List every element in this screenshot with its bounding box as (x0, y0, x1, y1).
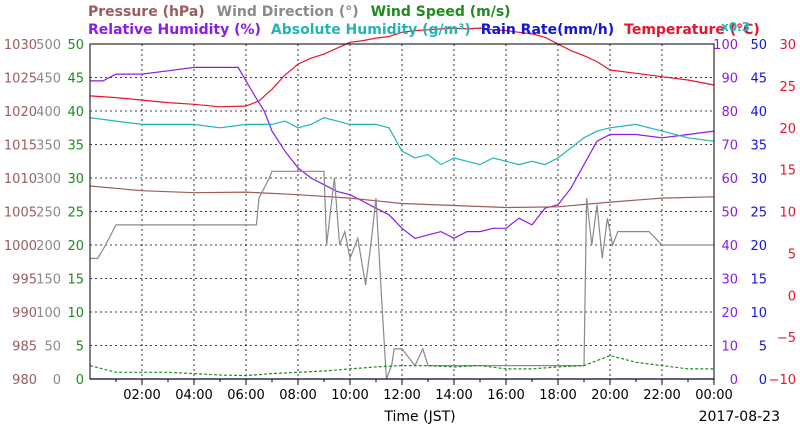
y-tick-label-temp: −10 (769, 373, 796, 388)
series-line-temp (89, 27, 715, 108)
ah-scale-label: x0.3 (721, 20, 750, 34)
x-tick-label: 02:00 (123, 388, 160, 403)
x-tick-label: 16:00 (487, 388, 524, 403)
y-tick-label-rain: 50 (750, 38, 767, 53)
y-tick-label-wind_dir: 0 (53, 373, 61, 388)
y-tick-label-rh: 80 (721, 105, 738, 120)
y-tick-label-wind_speed: 35 (67, 139, 84, 154)
date-label: 2017-08-23 (699, 409, 780, 425)
y-tick-label-wind_speed: 20 (67, 239, 84, 254)
y-tick-label-pressure: 990 (12, 306, 37, 321)
series-line-ah_scaled (89, 117, 715, 166)
y-tick-label-rain: 45 (750, 72, 767, 87)
series-line-rh (90, 66, 715, 239)
y-tick-label-rh: 100 (713, 38, 738, 53)
y-tick-label-pressure: 1030 (4, 38, 37, 53)
y-tick-label-rh: 60 (721, 172, 738, 187)
legend-entry: Pressure (hPa) (88, 4, 205, 20)
y-tick-label-rh: 50 (721, 206, 738, 221)
y-tick-label-rain: 0 (759, 373, 767, 388)
legend-entry: Wind Direction (°) (217, 4, 359, 20)
y-tick-label-pressure: 985 (12, 340, 37, 355)
y-tick-label-temp: 15 (779, 164, 796, 179)
y-tick-label-rh: 70 (721, 139, 738, 154)
y-tick-label-rh: 10 (721, 340, 738, 355)
y-tick-label-wind_dir: 400 (36, 105, 61, 120)
y-tick-label-temp: 5 (788, 247, 796, 262)
x-axis-label: Time (JST) (383, 409, 455, 425)
y-tick-label-wind_speed: 5 (76, 340, 84, 355)
y-tick-label-temp: 20 (779, 122, 796, 137)
x-tick-label: 18:00 (539, 388, 576, 403)
series-line-pressure (89, 185, 715, 209)
y-tick-label-wind_speed: 25 (67, 206, 84, 221)
y-tick-label-rain: 40 (750, 105, 767, 120)
legend-entry: Rain Rate(mm/h) (481, 22, 614, 38)
y-tick-label-wind_speed: 45 (67, 72, 84, 87)
x-tick-label: 04:00 (175, 388, 212, 403)
y-tick-label-rain: 30 (750, 172, 767, 187)
y-tick-label-pressure: 1015 (4, 139, 37, 154)
y-tick-label-rain: 25 (750, 206, 767, 221)
y-tick-label-wind_dir: 350 (36, 139, 61, 154)
x-tick-label: 00:00 (695, 388, 732, 403)
y-tick-label-temp: 0 (788, 289, 796, 304)
y-tick-label-wind_dir: 150 (36, 273, 61, 288)
y-tick-label-pressure: 980 (12, 373, 37, 388)
y-tick-label-pressure: 1025 (4, 72, 37, 87)
y-tick-label-pressure: 1010 (4, 172, 37, 187)
x-tick-label: 20:00 (591, 388, 628, 403)
y-tick-label-pressure: 1020 (4, 105, 37, 120)
x-tick-label: 08:00 (279, 388, 316, 403)
y-tick-label-rh: 40 (721, 239, 738, 254)
x-tick-label: 06:00 (227, 388, 264, 403)
y-tick-label-wind_speed: 10 (67, 306, 84, 321)
x-tick-label: 10:00 (331, 388, 368, 403)
y-tick-label-temp: −5 (777, 331, 796, 346)
y-tick-label-wind_speed: 0 (76, 373, 84, 388)
y-tick-label-wind_dir: 200 (36, 239, 61, 254)
y-tick-label-rh: 30 (721, 273, 738, 288)
legend-entry: Absolute Humidity (g/m³) (271, 22, 471, 38)
y-tick-label-pressure: 1000 (4, 239, 37, 254)
y-tick-label-wind_speed: 50 (67, 38, 84, 53)
y-tick-label-pressure: 1005 (4, 206, 37, 221)
y-tick-label-wind_speed: 15 (67, 273, 84, 288)
x-tick-label: 14:00 (435, 388, 472, 403)
y-tick-label-wind_dir: 250 (36, 206, 61, 221)
y-tick-label-wind_dir: 100 (36, 306, 61, 321)
y-tick-label-rain: 10 (750, 306, 767, 321)
y-tick-label-rh: 90 (721, 72, 738, 87)
x-tick-label: 12:00 (383, 388, 420, 403)
legend-entry: Wind Speed (m/s) (371, 4, 511, 20)
x-tick-label: 22:00 (643, 388, 680, 403)
legend-entry: Relative Humidity (%) (88, 22, 261, 38)
y-tick-label-temp: 25 (779, 80, 796, 95)
y-tick-label-rh: 0 (730, 373, 738, 388)
y-tick-label-rh: 20 (721, 306, 738, 321)
y-tick-label-rain: 35 (750, 139, 767, 154)
y-tick-label-rain: 15 (750, 273, 767, 288)
legend-entry: Temperature (°C) (624, 22, 760, 38)
y-tick-label-wind_speed: 30 (67, 172, 84, 187)
y-tick-label-temp: 10 (779, 206, 796, 221)
y-tick-label-wind_speed: 40 (67, 105, 84, 120)
y-tick-label-pressure: 995 (12, 273, 37, 288)
y-tick-label-rain: 5 (759, 340, 767, 355)
y-tick-label-wind_dir: 300 (36, 172, 61, 187)
y-tick-label-wind_dir: 50 (44, 340, 61, 355)
y-tick-label-wind_dir: 500 (36, 38, 61, 53)
y-tick-label-wind_dir: 450 (36, 72, 61, 87)
y-tick-label-rain: 20 (750, 239, 767, 254)
y-tick-label-temp: 30 (779, 38, 796, 53)
